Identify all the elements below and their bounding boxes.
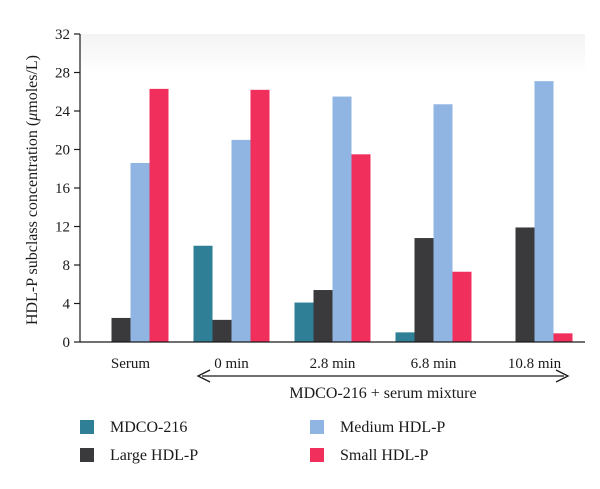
y-tick-label: 32 xyxy=(55,27,70,43)
legend-swatch xyxy=(310,448,324,462)
bar xyxy=(534,81,554,342)
y-tick-label: 16 xyxy=(55,181,71,197)
range-arrow xyxy=(196,369,570,383)
bar xyxy=(294,302,314,342)
legend-label: Small HDL-P xyxy=(340,447,429,464)
bar xyxy=(414,238,434,342)
bar xyxy=(313,290,333,342)
bar xyxy=(250,89,270,342)
bars xyxy=(111,81,573,342)
bar xyxy=(231,139,251,342)
bar xyxy=(452,271,472,342)
bar xyxy=(395,332,415,342)
y-tick-label: 20 xyxy=(55,143,70,159)
bar xyxy=(433,104,453,342)
bar xyxy=(515,227,535,342)
y-tick-label: 24 xyxy=(55,104,71,120)
bar xyxy=(212,319,232,342)
legend-swatch xyxy=(310,420,324,434)
y-tick-label: 8 xyxy=(63,258,71,274)
y-tick-label: 0 xyxy=(63,335,71,351)
bar xyxy=(111,317,131,342)
x-tick-label: 0 min xyxy=(214,356,249,372)
legend-label: MDCO-216 xyxy=(110,419,187,436)
bar xyxy=(332,96,352,342)
x-axis: Serum 0 min 2.8 min 6.8 min 10.8 min xyxy=(80,341,585,372)
y-axis: 0 4 8 12 16 20 24 28 32 xyxy=(55,27,81,351)
x-axis-label: MDCO-216 + serum mixture xyxy=(289,385,476,402)
bar xyxy=(130,162,150,342)
bar xyxy=(351,154,371,342)
y-tick-label: 28 xyxy=(55,66,70,82)
legend-swatch xyxy=(80,420,94,434)
x-tick-label: Serum xyxy=(111,356,150,372)
x-tick-label: 6.8 min xyxy=(411,356,457,372)
y-axis-label: HDL-P subclass concentration (μmoles/L) xyxy=(24,55,41,325)
legend-swatch xyxy=(80,448,94,462)
bar xyxy=(193,245,213,342)
legend-label: Medium HDL-P xyxy=(340,419,445,436)
y-tick-label: 12 xyxy=(55,220,70,236)
y-tick-label: 4 xyxy=(63,297,71,313)
x-tick-label: 10.8 min xyxy=(508,356,562,372)
x-tick-label: 2.8 min xyxy=(310,356,356,372)
bar xyxy=(553,333,573,342)
legend-label: Large HDL-P xyxy=(110,447,198,464)
legend: MDCO-216 Large HDL-P Medium HDL-P Small HDL… xyxy=(80,419,445,464)
plot-background xyxy=(80,34,585,74)
bar xyxy=(149,88,169,342)
